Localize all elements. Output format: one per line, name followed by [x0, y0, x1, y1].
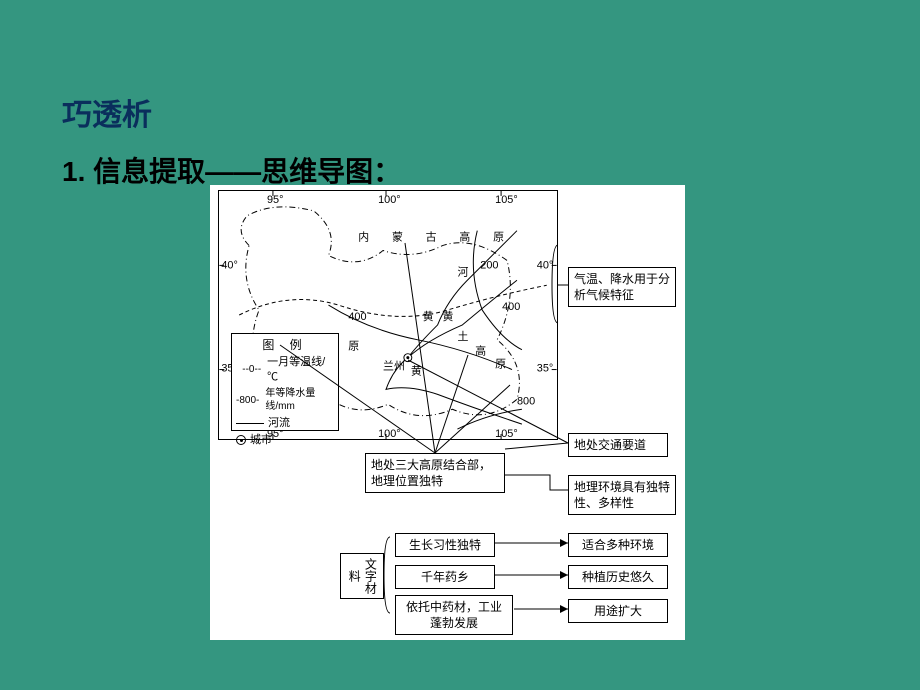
subsection-heading: 1. 信息提取——思维导图： — [62, 150, 401, 190]
text-industry: 依托中药材，工业蓬勃发展 — [395, 595, 513, 635]
text-habit: 生长习性独特 — [395, 533, 495, 557]
mindmap-figure: 95° 100° 105° 95° 100° 105° 40° 35° 40° … — [210, 185, 685, 640]
text-material-label: 文字材料 — [340, 553, 384, 599]
section-heading: 巧透析 — [62, 90, 152, 134]
text-history-result: 种植历史悠久 — [568, 565, 668, 589]
text-industry-result: 用途扩大 — [568, 599, 668, 623]
text-habit-result: 适合多种环境 — [568, 533, 668, 557]
text-history: 千年药乡 — [395, 565, 495, 589]
